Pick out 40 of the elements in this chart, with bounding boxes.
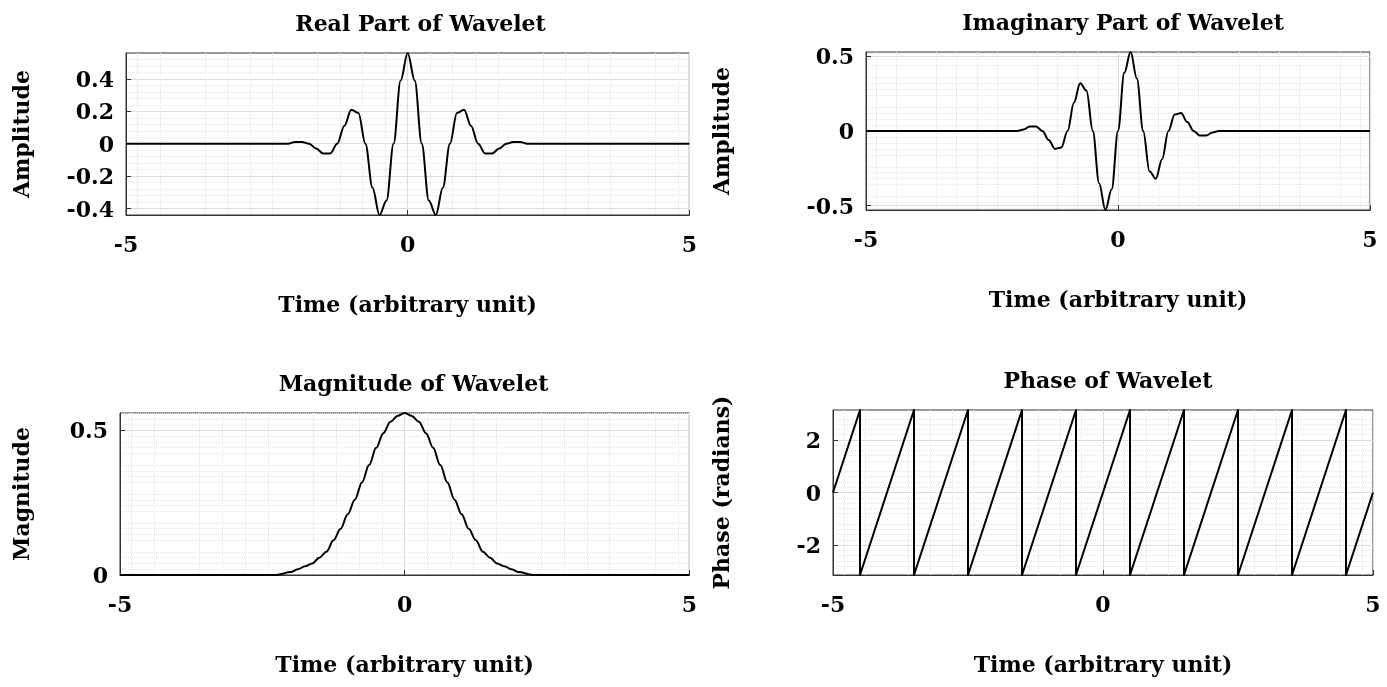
x-tick-label: -5: [853, 226, 879, 252]
x-axis-title: Time (arbitrary unit): [973, 651, 1233, 677]
y-tick-label: 0: [838, 118, 854, 144]
line-series: [125, 52, 691, 216]
x-tick-label: 5: [681, 231, 697, 257]
x-tick-label: 5: [1365, 591, 1381, 617]
y-tick-label: 0: [805, 479, 821, 506]
x-axis-title: Time (arbitrary unit): [988, 286, 1248, 312]
x-axis-title: Time (arbitrary unit): [278, 291, 537, 317]
x-tick-label: 5: [681, 591, 697, 617]
y-axis-title: Amplitude: [708, 67, 734, 196]
chart-title: Magnitude of Wavelet: [278, 370, 550, 396]
y-tick-label: 2: [805, 426, 821, 453]
x-tick-label: 0: [1110, 226, 1126, 252]
line-series: [119, 412, 691, 576]
y-tick-label: -2: [796, 532, 821, 559]
y-tick-label: -0.2: [66, 163, 114, 190]
y-tick-label: -0.5: [806, 192, 854, 219]
y-axis-title: Amplitude: [8, 70, 34, 199]
x-tick-label: 0: [1095, 591, 1111, 617]
y-tick-label: -0.4: [66, 195, 114, 222]
chart-title: Phase of Wavelet: [1003, 367, 1214, 393]
y-axis-title: Magnitude: [8, 427, 34, 561]
line-series: [865, 51, 1371, 211]
y-tick-label: 0.2: [75, 98, 114, 125]
y-tick-label: 0.5: [69, 417, 108, 444]
y-tick-label: 0: [92, 562, 108, 588]
chart-title: Imaginary Part of Wavelet: [962, 9, 1285, 35]
y-tick-label: 0.5: [815, 43, 854, 70]
x-tick-label: -5: [113, 231, 139, 257]
x-tick-label: -5: [820, 591, 846, 617]
x-tick-label: 0: [400, 231, 416, 257]
chart-title: Real Part of Wavelet: [295, 10, 547, 36]
y-tick-label: 0: [98, 130, 114, 157]
x-tick-label: 0: [397, 591, 413, 617]
x-tick-label: 5: [1362, 226, 1378, 252]
x-tick-label: -5: [107, 591, 133, 617]
y-tick-label: 0.4: [75, 65, 114, 92]
x-axis-title: Time (arbitrary unit): [275, 651, 534, 677]
y-axis-title: Phase (radians): [708, 395, 734, 590]
